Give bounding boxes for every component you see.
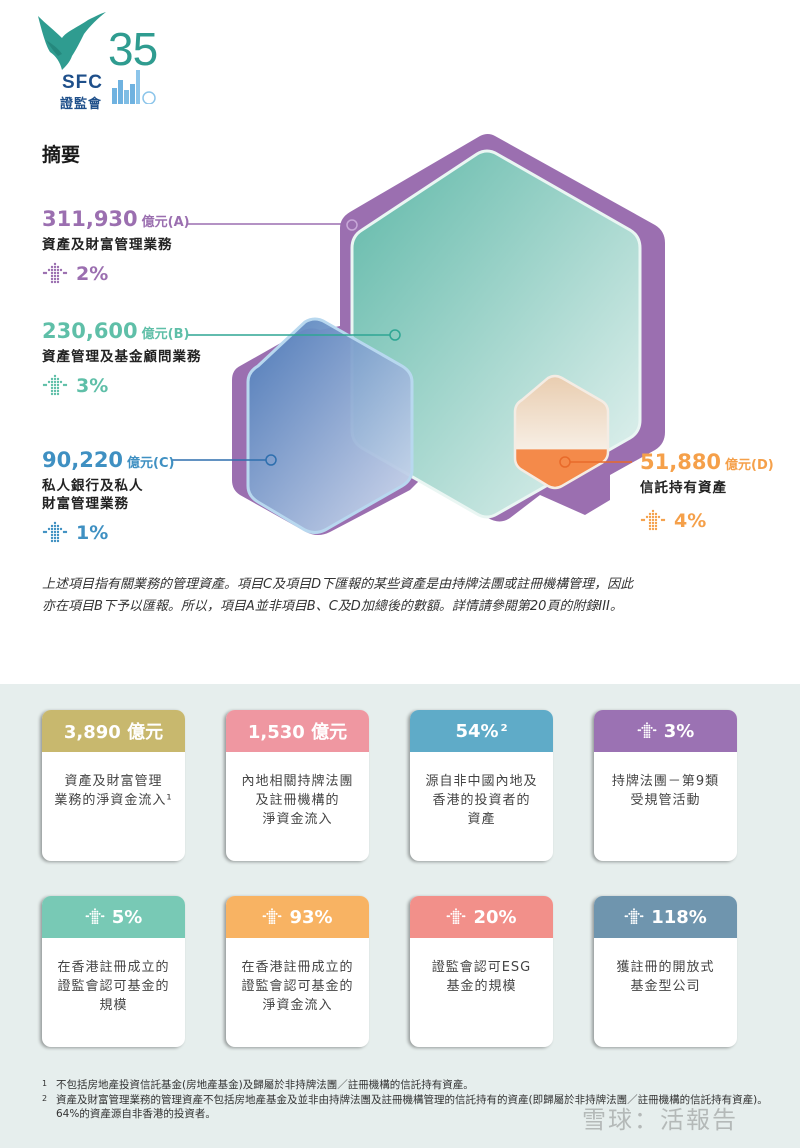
note-line-2: 亦在項目B下予以匯報。所以，項目A並非項目B、C及D加總後的數額。詳情請參閱第2…	[42, 599, 623, 614]
footnote-number: 1	[42, 1079, 48, 1088]
card-line: 獲註冊的開放式	[616, 960, 715, 975]
item-c-label-line2: 財富管理業務	[42, 496, 129, 512]
card-line: 香港的投資者的	[432, 793, 531, 808]
anniversary-number: 35	[108, 23, 158, 75]
footnote-text: 資產及財富管理業務的管理資產不包括房地產基金及並非由持牌法團及註冊機構管理的信託…	[56, 1094, 768, 1120]
card-line: 證監會認可基金的	[57, 979, 170, 994]
up-arrow-dotted-icon	[637, 722, 657, 739]
card-header: 3%	[594, 710, 737, 752]
card-value: 20%	[473, 906, 517, 928]
item-a-amount: 311,930	[42, 207, 138, 231]
sfc-35-logo: 35 SFC 證監會	[36, 10, 166, 112]
card-line: 證監會認可基金的	[241, 979, 354, 994]
item-b-amount: 230,600	[42, 319, 138, 343]
footnote-2: 2 資產及財富管理業務的管理資產不包括房地產基金及並非由持牌法團及註冊機構管理的…	[42, 1093, 776, 1121]
card-line: 在香港註冊成立的	[241, 960, 354, 975]
up-arrow-dotted-icon	[262, 908, 282, 925]
card-line: 基金型公司	[630, 979, 701, 994]
card-value: 3%	[663, 720, 695, 742]
item-c-change: 1%	[76, 522, 109, 544]
footnote-1: 1 不包括房地產投資信託基金(房地產基金)及歸屬於非持牌法團／註冊機構的信託持有…	[42, 1078, 776, 1092]
highlight-card: 54% 2 源自非中國內地及 香港的投資者的 資產	[410, 710, 553, 861]
highlight-card: 118% 獲註冊的開放式 基金型公司	[594, 896, 737, 1047]
footnote-number: 2	[42, 1094, 48, 1103]
highlight-card: 1,530 億元 內地相關持牌法團 及註冊機構的 淨資金流入	[226, 710, 369, 861]
item-a-change: 2%	[76, 263, 109, 285]
skyline-icon	[112, 70, 156, 104]
item-b-unit: 億元(B)	[141, 327, 190, 342]
up-arrow-dotted-icon	[42, 521, 68, 543]
card-line: 規模	[99, 998, 128, 1013]
item-a-label: 資產及財富管理業務	[42, 237, 173, 253]
up-arrow-dotted-icon	[624, 908, 644, 925]
page-title: 摘要	[42, 144, 81, 166]
item-c-unit: 億元(C)	[127, 456, 175, 471]
brand-name: SFC	[62, 72, 103, 93]
card-line: 資產	[467, 812, 496, 827]
note-line-1: 上述項目指有關業務的管理資產。項目C及項目D下匯報的某些資產是由持牌法團或註冊機…	[42, 577, 634, 592]
explanatory-note: 上述項目指有關業務的管理資產。項目C及項目D下匯報的某些資產是由持牌法團或註冊機…	[42, 574, 762, 618]
footnote-text: 不包括房地產投資信託基金(房地產基金)及歸屬於非持牌法團／註冊機構的信託持有資產…	[56, 1079, 474, 1091]
card-value: 5%	[111, 906, 143, 928]
item-c-amount: 90,220	[42, 448, 124, 472]
card-line: 源自非中國內地及	[425, 774, 538, 789]
up-arrow-dotted-icon	[42, 262, 68, 284]
card-value: 1,530 億元	[247, 722, 348, 743]
summary-item-c: 90,220 億元(C) 私人銀行及私人 財富管理業務 1%	[42, 450, 174, 545]
summary-item-d: 51,880 億元(D) 信託持有資產 4%	[640, 452, 774, 533]
card-line: 淨資金流入	[262, 998, 333, 1013]
summary-item-b: 230,600 億元(B) 資產管理及基金顧問業務 3%	[42, 321, 202, 398]
item-d-amount: 51,880	[640, 450, 722, 474]
footnote-ref: 2	[500, 722, 508, 734]
item-d-unit: 億元(D)	[725, 458, 774, 473]
highlight-card: 3% 持牌法團－第9類 受規管活動	[594, 710, 737, 861]
brand-name-chinese: 證監會	[60, 97, 103, 112]
item-a-unit: 億元(A)	[141, 215, 190, 230]
card-line: 持牌法團－第9類	[611, 774, 720, 789]
card-line: 在香港註冊成立的	[57, 960, 170, 975]
card-value: 118%	[651, 906, 707, 928]
hexagon-diagram	[172, 134, 665, 535]
highlight-card: 20% 證監會認可ESG 基金的規模	[410, 896, 553, 1047]
summary-item-a: 311,930 億元(A) 資產及財富管理業務 2%	[42, 209, 190, 286]
up-arrow-dotted-icon	[446, 908, 466, 925]
card-header: 118%	[594, 896, 737, 938]
card-header: 20%	[410, 896, 553, 938]
up-arrow-dotted-icon	[85, 908, 105, 925]
highlight-card: 3,890 億元 資產及財富管理 業務的淨資金流入¹	[42, 710, 185, 861]
card-line: 資產及財富管理	[64, 774, 163, 789]
card-header: 3,890 億元	[42, 710, 185, 752]
item-c-label-line1: 私人銀行及私人	[42, 478, 144, 494]
card-line: 及註冊機構的	[255, 793, 340, 808]
card-header: 54% 2	[410, 710, 553, 752]
card-header: 93%	[226, 896, 369, 938]
card-header: 5%	[42, 896, 185, 938]
watermark: 雪球：活報告	[582, 1106, 738, 1134]
card-line: 淨資金流入	[262, 812, 333, 827]
up-arrow-dotted-icon	[42, 374, 68, 396]
highlight-card: 5% 在香港註冊成立的 證監會認可基金的 規模	[42, 896, 185, 1047]
item-b-label: 資產管理及基金顧問業務	[42, 349, 202, 365]
card-value: 3,890 億元	[63, 722, 164, 743]
highlight-card: 93% 在香港註冊成立的 證監會認可基金的 淨資金流入	[226, 896, 369, 1047]
card-line: 內地相關持牌法團	[241, 774, 354, 789]
item-d-change: 4%	[674, 510, 707, 532]
item-d-label: 信託持有資產	[640, 480, 727, 496]
card-value: 54%	[455, 720, 499, 742]
card-line: 業務的淨資金流入¹	[54, 793, 173, 808]
card-line: 受規管活動	[630, 793, 701, 808]
card-header: 1,530 億元	[226, 710, 369, 752]
eagle-icon	[38, 12, 106, 70]
card-line: 證監會認可ESG	[431, 960, 532, 975]
card-line: 基金的規模	[446, 979, 517, 994]
up-arrow-dotted-icon	[640, 509, 666, 531]
card-value: 93%	[289, 906, 333, 928]
item-b-change: 3%	[76, 375, 109, 397]
